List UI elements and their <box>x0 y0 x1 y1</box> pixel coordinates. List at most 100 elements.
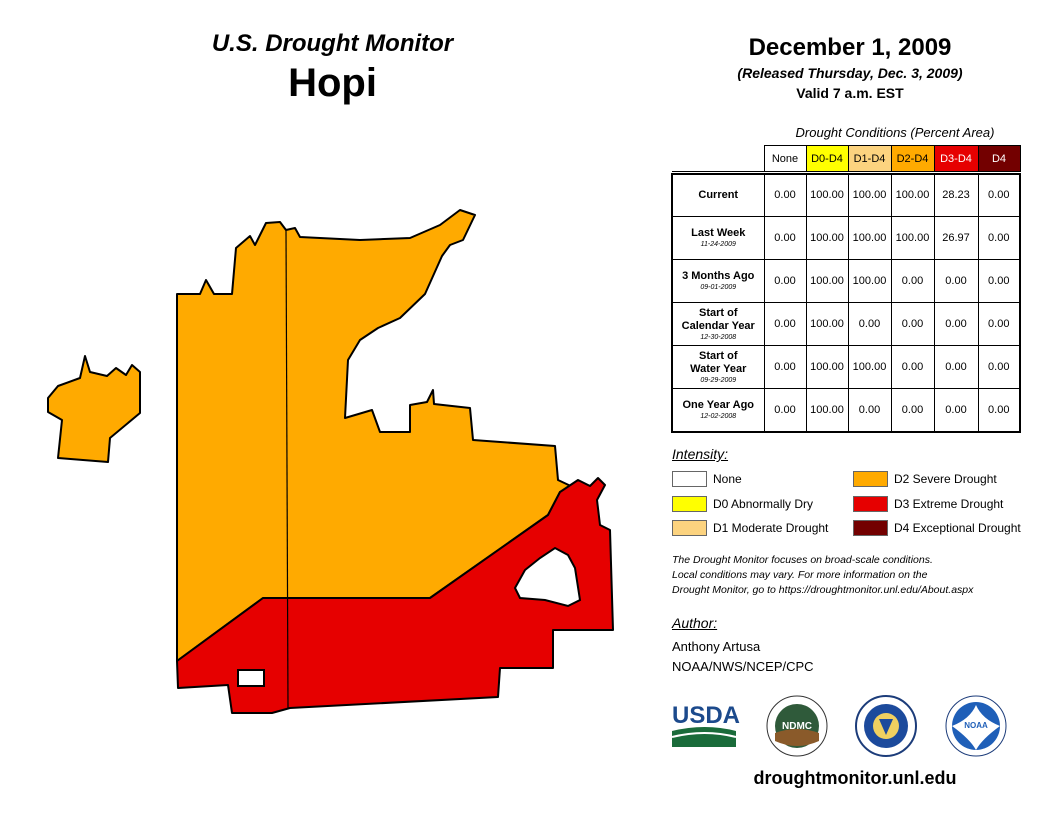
legend-swatch <box>853 496 888 512</box>
cell-value: 100.00 <box>805 388 849 432</box>
table-caption: Drought Conditions (Percent Area) <box>795 125 995 140</box>
header-blank <box>672 146 764 172</box>
disclaimer-note: The Drought Monitor focuses on broad-sca… <box>672 554 974 596</box>
site-url: droughtmonitor.unl.edu <box>753 768 957 788</box>
legend-label: D3 Extreme Drought <box>894 497 1004 511</box>
product-title: U.S. Drought Monitor <box>211 30 454 57</box>
author-title: Author: <box>672 615 718 631</box>
cell-value: 100.00 <box>847 216 892 260</box>
col-header-d4: D4 <box>977 145 1021 172</box>
legend-swatch <box>672 496 707 512</box>
cell-value: 0.00 <box>977 302 1021 346</box>
legend-label: D0 Abnormally Dry <box>713 497 814 511</box>
noaa-logo: NOAA <box>945 695 1007 757</box>
cell-value: 0.00 <box>847 302 892 346</box>
cell-value: 0.00 <box>933 345 979 389</box>
cell-value: 100.00 <box>847 259 892 303</box>
district-boundary <box>285 229 289 709</box>
release-date: (Released Thursday, Dec. 3, 2009) <box>737 65 963 81</box>
valid-time: Valid 7 a.m. EST <box>796 85 904 101</box>
row-date: 12-02-2008 <box>700 412 737 420</box>
cell-value: 26.97 <box>933 216 979 260</box>
legend-item-none: None <box>672 471 742 487</box>
legend-label: D1 Moderate Drought <box>713 521 829 535</box>
cell-value: 28.23 <box>933 173 979 217</box>
table-row: Current 0.00 100.00 100.00 100.00 28.23 … <box>671 173 1021 217</box>
cell-value: 0.00 <box>763 259 807 303</box>
cell-value: 100.00 <box>847 173 892 217</box>
d2-west-parcel <box>47 355 141 463</box>
cell-value: 0.00 <box>763 216 807 260</box>
cell-value: 100.00 <box>890 173 935 217</box>
cell-value: 0.00 <box>977 388 1021 432</box>
row-date: 09-29-2009 <box>700 376 737 384</box>
cell-value: 100.00 <box>847 345 892 389</box>
table-row: 3 Months Ago 09-01-2009 0.00 100.00 100.0… <box>671 259 1021 303</box>
d3-extreme-area <box>176 477 614 714</box>
svg-text:NDMC: NDMC <box>782 721 812 732</box>
legend-title: Intensity: <box>672 446 729 462</box>
date-block: December 1, 2009 (Released Thursday, Dec… <box>690 33 1010 103</box>
cell-value: 0.00 <box>933 259 979 303</box>
cell-value: 100.00 <box>805 259 849 303</box>
cell-value: 100.00 <box>805 302 849 346</box>
title-block: U.S. Drought Monitor Hopi <box>150 28 515 106</box>
col-header-d0-d4: D0-D4 <box>805 145 849 172</box>
cell-value: 0.00 <box>890 388 935 432</box>
legend-label: D2 Severe Drought <box>894 472 997 486</box>
row-date: 09-01-2009 <box>700 284 737 291</box>
agency-logos: USDA NDMC NOAA <box>671 695 1007 757</box>
cell-value: 0.00 <box>763 302 807 346</box>
table-header-row: None D0-D4 D1-D4 D2-D4 D3-D4 D4 <box>672 145 1021 172</box>
row-date: 11-24-2009 <box>700 241 736 248</box>
legend-swatch <box>853 520 888 536</box>
table-row: Start of Calendar Year 12-30-2008 0.00 100… <box>671 302 1021 346</box>
cell-value: 0.00 <box>890 259 935 303</box>
row-label: Current <box>671 173 765 217</box>
col-header-d3-d4: D3-D4 <box>933 145 979 172</box>
cell-value: 0.00 <box>763 173 807 217</box>
row-label: Start of Water Year 09-29-2009 <box>671 345 765 389</box>
cell-value: 0.00 <box>977 345 1021 389</box>
region-title: Hopi <box>288 61 377 105</box>
cell-value: 100.00 <box>805 216 849 260</box>
row-label: One Year Ago 12-02-2008 <box>671 388 765 432</box>
row-label: Last Week 11-24-2009 <box>671 216 765 260</box>
legend-item-d2: D2 Severe Drought <box>853 471 997 487</box>
legend-item-d3: D3 Extreme Drought <box>853 496 1003 512</box>
row-label: Start of Calendar Year 12-30-2008 <box>671 302 765 346</box>
ndmc-logo: NDMC <box>766 695 828 757</box>
table-row: Start of Water Year 09-29-2009 0.00 100.00… <box>671 345 1021 389</box>
cell-value: 0.00 <box>977 259 1021 303</box>
row-date: 12-30-2008 <box>700 333 737 341</box>
row-label: 3 Months Ago 09-01-2009 <box>671 259 765 303</box>
table-row: Last Week 11-24-2009 0.00 100.00 100.00 1… <box>671 216 1021 260</box>
hole-east <box>513 546 582 608</box>
cell-value: 0.00 <box>977 173 1021 217</box>
d2-severe-area <box>176 209 576 662</box>
cell-value: 0.00 <box>890 345 935 389</box>
author-org: NOAA/NWS/NCEP/CPC <box>672 659 814 674</box>
legend-item-d0: D0 Abnormally Dry <box>672 496 813 512</box>
cell-value: 0.00 <box>933 302 979 346</box>
cell-value: 100.00 <box>805 173 849 217</box>
legend-swatch <box>853 471 888 487</box>
cell-value: 0.00 <box>847 388 892 432</box>
legend-swatch <box>672 471 707 487</box>
cell-value: 0.00 <box>977 216 1021 260</box>
commerce-seal-logo <box>855 695 917 757</box>
drought-stats-table: None D0-D4 D1-D4 D2-D4 D3-D4 D4 Current … <box>671 145 1021 433</box>
drought-map <box>47 209 614 714</box>
table-row: One Year Ago 12-02-2008 0.00 100.00 0.00 … <box>671 388 1021 432</box>
col-header-d2-d4: D2-D4 <box>890 145 935 172</box>
cell-value: 0.00 <box>933 388 979 432</box>
svg-text:USDA: USDA <box>672 702 740 729</box>
legend-label: None <box>713 472 742 486</box>
cell-value: 100.00 <box>890 216 935 260</box>
usda-logo: USDA <box>671 702 740 747</box>
cell-value: 0.00 <box>763 388 807 432</box>
cell-value: 0.00 <box>890 302 935 346</box>
author-name: Anthony Artusa <box>672 639 761 654</box>
col-header-d1-d4: D1-D4 <box>847 145 892 172</box>
cell-value: 100.00 <box>805 345 849 389</box>
